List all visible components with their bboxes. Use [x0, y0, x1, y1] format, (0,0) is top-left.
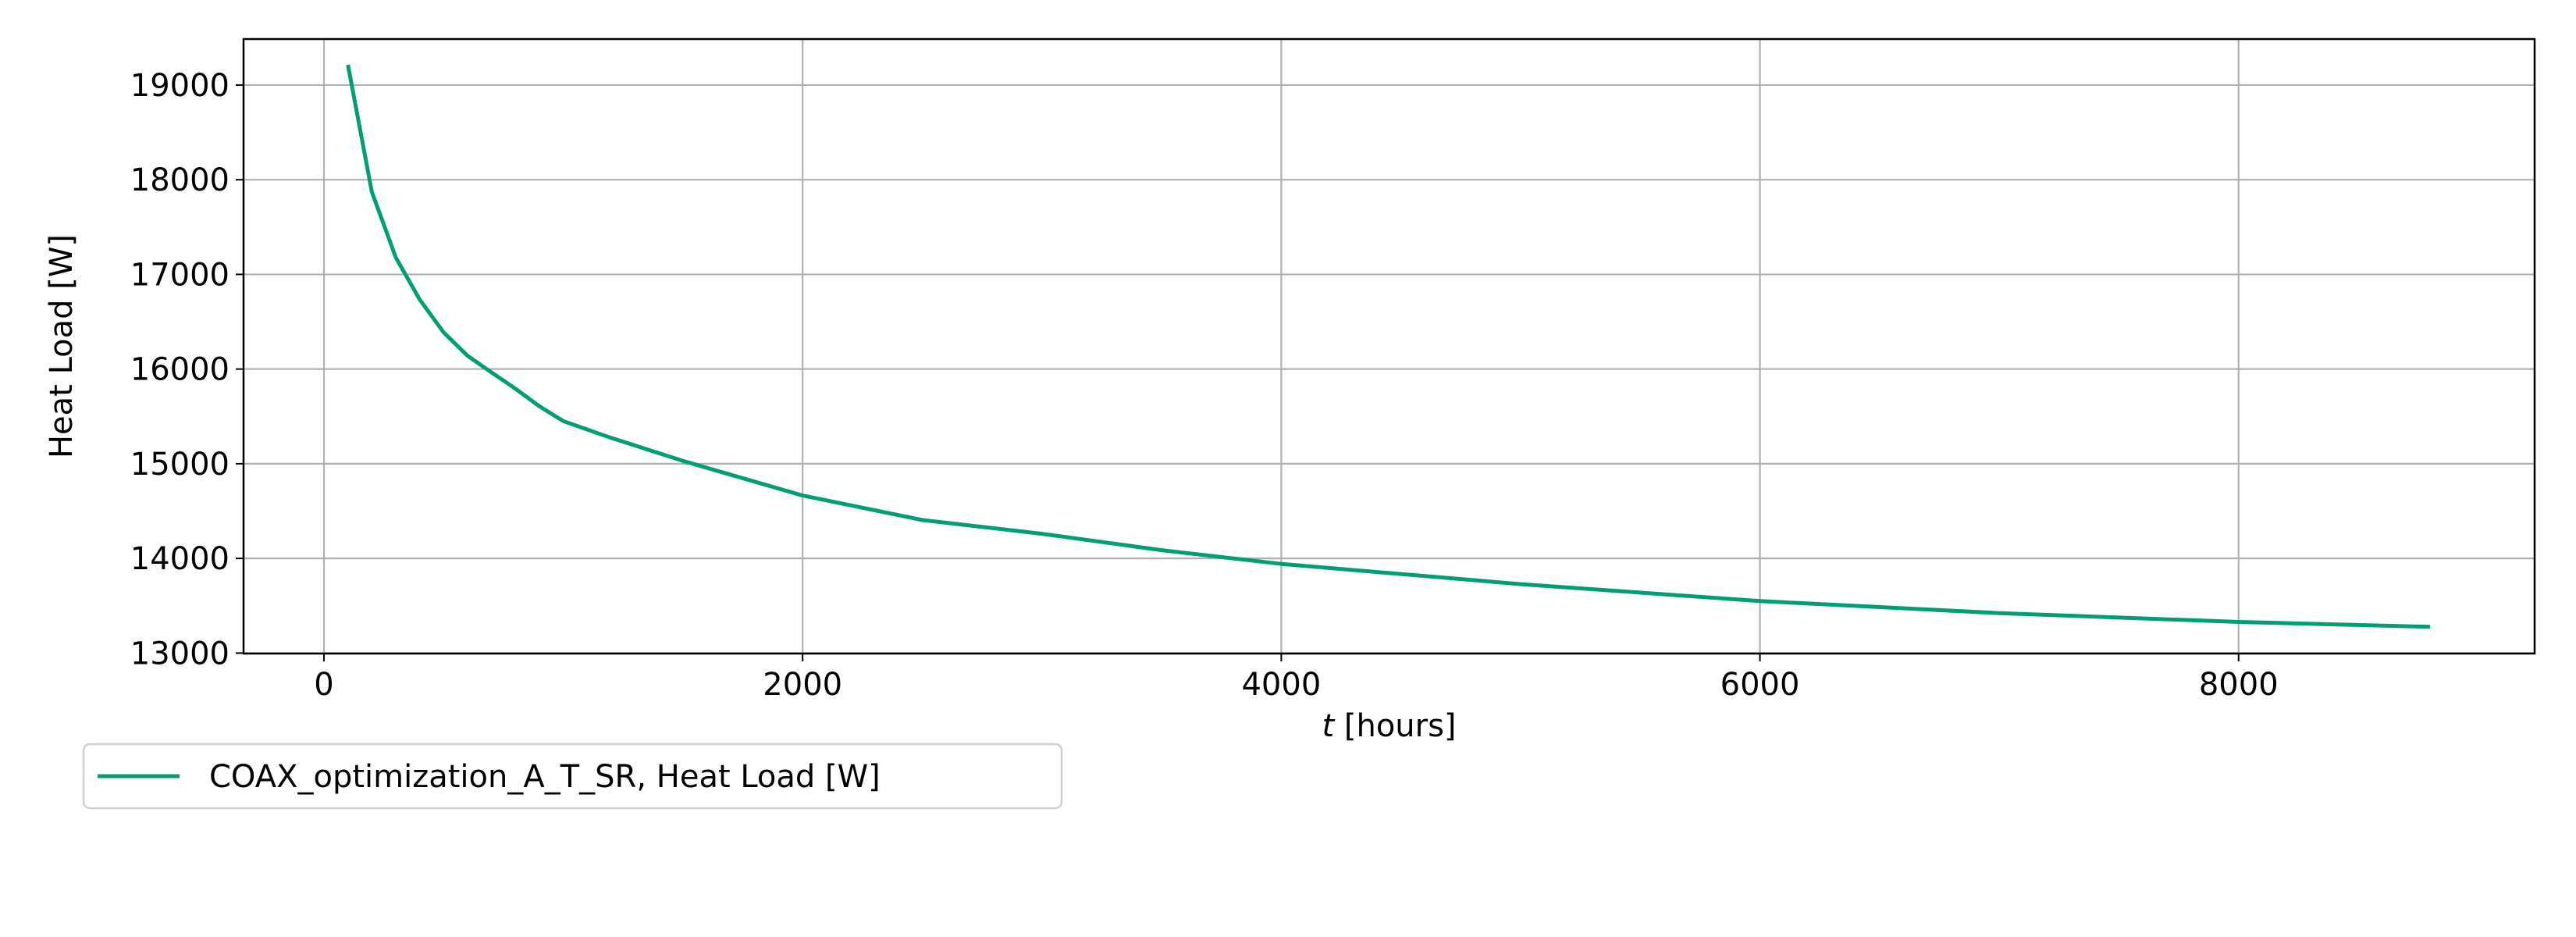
- series-line: [346, 64, 2431, 629]
- x-axis-label: t [hours]: [1322, 708, 1456, 744]
- y-tick-label: 15000: [130, 447, 229, 483]
- x-axis-label-var: t: [1322, 708, 1335, 744]
- ticks: 0 2000 4000 6000 8000 13000 14000 15000 16000 170…: [130, 68, 2279, 703]
- x-tick-label: 4000: [1241, 667, 1321, 703]
- y-tick-label: 19000: [130, 68, 229, 104]
- series-layer: [346, 64, 2431, 629]
- grid: [244, 39, 2535, 654]
- axes-frame: [242, 37, 2536, 655]
- legend-box: [82, 743, 1063, 810]
- legend: COAX_optimization_A_T_SR, Heat Load [W]: [82, 743, 1063, 810]
- y-tick-label: 13000: [130, 636, 229, 672]
- y-tick-label: 16000: [130, 352, 229, 388]
- x-tick-label: 6000: [1720, 667, 1800, 703]
- x-tick-label: 0: [314, 667, 333, 703]
- legend-label: COAX_optimization_A_T_SR, Heat Load [W]: [209, 759, 881, 795]
- y-axis-label: Heat Load [W]: [44, 234, 80, 458]
- x-tick-label: 2000: [763, 667, 842, 703]
- y-tick-label: 18000: [130, 162, 229, 198]
- y-tick-label: 17000: [130, 257, 229, 293]
- x-tick-label: 8000: [2199, 667, 2279, 703]
- x-axis-label-unit: [hours]: [1334, 708, 1456, 744]
- y-tick-label: 14000: [130, 541, 229, 577]
